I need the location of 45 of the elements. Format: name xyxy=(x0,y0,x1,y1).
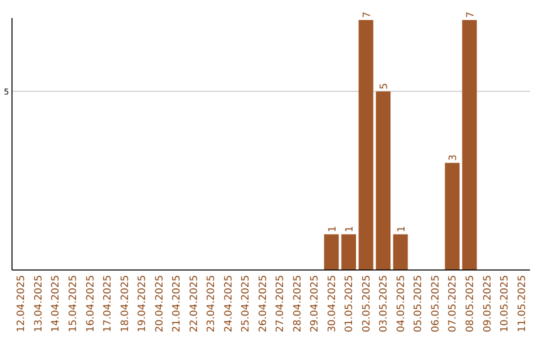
x-tick-label: 04.05.2025 xyxy=(396,275,407,332)
x-tick-label: 17.04.2025 xyxy=(102,275,114,332)
data-label: 3 xyxy=(448,154,460,161)
bar xyxy=(393,234,408,270)
x-tick-label: 01.05.2025 xyxy=(344,275,356,332)
bar xyxy=(444,162,460,270)
x-tick-label: 23.04.2025 xyxy=(206,275,218,332)
x-tick-label: 16.04.2025 xyxy=(85,275,96,332)
x-tick-label: 27.04.2025 xyxy=(275,275,286,332)
x-tick-label: 11.05.2025 xyxy=(516,275,528,332)
x-tick-label: 03.05.2025 xyxy=(378,275,390,332)
x-tick-label: 24.04.2025 xyxy=(223,275,234,332)
bar xyxy=(358,20,374,270)
data-label: 7 xyxy=(466,12,476,18)
data-label: 1 xyxy=(344,226,356,232)
bar xyxy=(462,20,477,270)
bar xyxy=(376,91,391,270)
x-tick-label: 13.04.2025 xyxy=(33,275,44,332)
data-label: 1 xyxy=(396,226,408,232)
x-tick-label: 09.05.2025 xyxy=(482,275,494,332)
x-tick-label: 02.05.2025 xyxy=(361,275,372,332)
x-tick-label: 20.04.2025 xyxy=(154,275,166,332)
x-tick-label: 21.04.2025 xyxy=(172,275,183,332)
data-label: 1 xyxy=(327,226,338,232)
bar xyxy=(324,234,339,270)
x-tick-label: 10.05.2025 xyxy=(500,275,511,332)
x-tick-label: 26.04.2025 xyxy=(258,275,269,332)
ref-line-label: 5 xyxy=(4,87,9,96)
bar xyxy=(341,234,356,270)
x-tick-label: 22.04.2025 xyxy=(188,275,200,332)
x-tick-label: 19.04.2025 xyxy=(137,275,148,332)
x-tick-label: 25.04.2025 xyxy=(240,275,252,332)
x-tick-label: 28.04.2025 xyxy=(292,275,304,332)
x-tick-label: 18.04.2025 xyxy=(120,275,131,332)
data-label: 5 xyxy=(379,83,390,90)
data-label: 7 xyxy=(362,12,373,18)
x-tick-label: 08.05.2025 xyxy=(465,275,476,332)
x-tick-label: 12.04.2025 xyxy=(16,275,28,332)
x-tick-label: 06.05.2025 xyxy=(430,275,442,332)
x-tick-label: 30.04.2025 xyxy=(326,275,338,332)
x-tick-label: 29.04.2025 xyxy=(310,275,321,332)
x-tick-label: 15.04.2025 xyxy=(68,275,79,332)
x-tick-label: 14.04.2025 xyxy=(50,275,62,332)
x-tick-label: 05.05.2025 xyxy=(413,275,424,332)
x-tick-label: 07.05.2025 xyxy=(448,275,459,332)
